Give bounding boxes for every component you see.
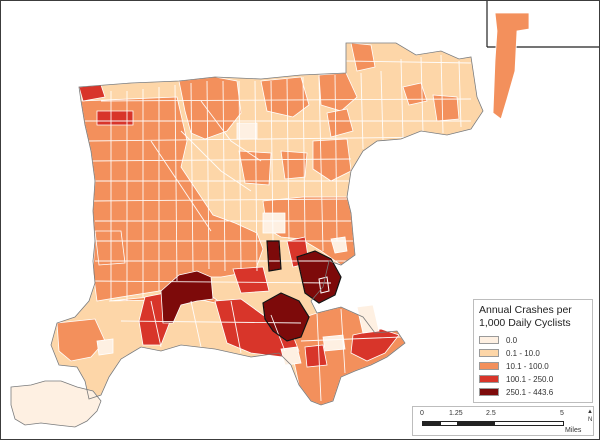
scale-tick-2: 2.5 [486,410,496,417]
region-red-south-small [304,344,328,368]
region-red-southeast [350,328,400,362]
region-north-tract [260,76,310,118]
tract-lines [85,54,472,402]
scale-tick-1: 1.25 [449,410,463,417]
legend-swatch [479,375,499,383]
region-zero-d [322,334,346,352]
region-zero-southeast [356,304,380,334]
legend-swatch [479,336,499,344]
region-red-center-a [232,266,270,294]
legend-item: 0.1 - 10.0 [479,347,587,359]
legend-item: 10.1 - 100.0 [479,360,587,372]
city-boundary [50,42,484,406]
legend-title-line1: Annual Crashes per [479,304,572,316]
legend-swatch [479,349,499,357]
region-red-northwest [96,110,134,126]
scale-segment [440,421,458,426]
legend: Annual Crashes per 1,000 Daily Cyclists … [473,299,593,403]
region-west-edge [94,230,126,266]
legend-item: 0.0 [479,334,587,346]
legend-item: 250.1 - 443.6 [479,386,587,398]
legend-label: 100.1 - 250.0 [506,374,554,384]
scale-tick-3: 5 [560,410,564,417]
scale-segment [494,421,564,426]
legend-swatch [479,362,499,370]
downtown-boundaries [262,240,342,342]
scale-unit: Miles [565,427,582,434]
region-northeast-a [350,42,376,72]
region-southwest [56,318,106,362]
region-northeast-d [326,108,354,138]
north-label: N [588,417,593,423]
region-zero-e [280,346,302,366]
airport-extension [492,12,530,120]
legend-label: 10.1 - 100.0 [506,361,549,371]
north-arrow-icon: ▲ [587,409,593,415]
legend-label: 0.0 [506,335,518,345]
region-northeast-c [432,94,460,122]
scale-bar: 0 1.25 2.5 5 ▲ N Miles [412,406,594,436]
region-north-central [178,76,242,140]
legend-title: Annual Crashes per 1,000 Daily Cyclists [479,304,587,330]
region-center-east [312,138,352,182]
legend-label: 250.1 - 443.6 [506,387,554,397]
scale-segment [422,421,440,426]
southwest-boundary [10,380,102,428]
region-center-mid [280,150,308,180]
region-zero-west [96,338,114,356]
region-dark-west [160,270,214,324]
scale-segment [458,421,494,426]
legend-title-line2: 1,000 Daily Cyclists [479,317,571,329]
legend-item: 100.1 - 250.0 [479,373,587,385]
legend-label: 0.1 - 10.0 [506,348,540,358]
region-red-south [214,298,300,358]
legend-swatch [479,388,499,396]
scale-tick-0: 0 [420,410,424,417]
region-zero-b [262,212,286,234]
